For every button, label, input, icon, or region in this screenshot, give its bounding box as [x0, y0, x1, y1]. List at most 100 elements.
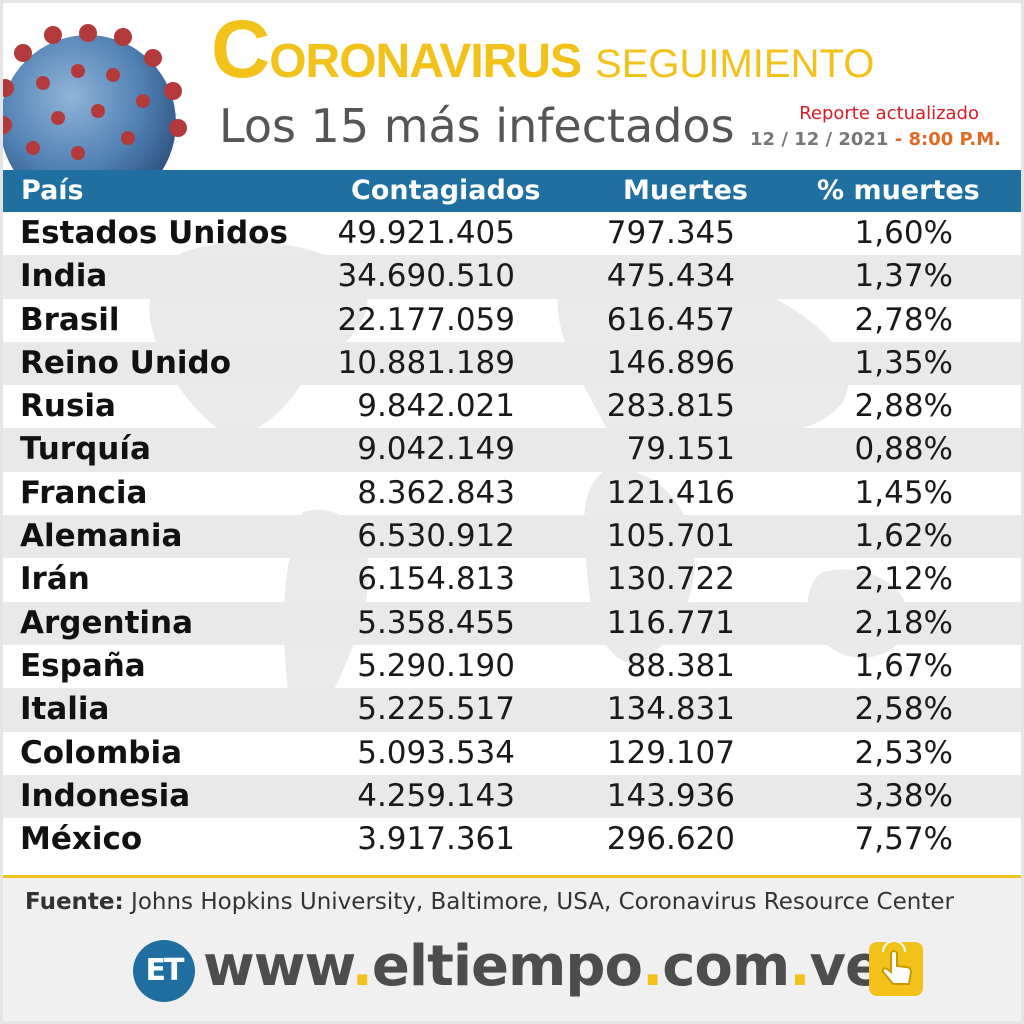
url-dot: .	[789, 934, 810, 999]
footer: Fuente: Johns Hopkins University, Baltim…	[3, 878, 1021, 1021]
table-body: Estados Unidos 49.921.405 797.345 1,60% Indi…	[3, 212, 1021, 861]
report-time: 8:00 P.M.	[908, 129, 1001, 150]
table-row: Colombia 5.093.534 129.107 2,53%	[3, 732, 1021, 775]
cell-death-rate: 2,78%	[854, 301, 953, 338]
report-datetime: 12 / 12 / 2021 - 8:00 P.M.	[750, 129, 1001, 150]
website-banner: ET www.eltiempo.com.ve	[3, 934, 1021, 1021]
cell-infected: 5.358.455	[357, 604, 515, 641]
cell-infected: 5.093.534	[357, 734, 515, 771]
cell-deaths: 129.107	[606, 734, 735, 771]
cell-infected: 6.154.813	[357, 561, 515, 598]
cell-death-rate: 7,57%	[854, 821, 953, 858]
title-secondary: SEGUIMIENTO	[595, 42, 875, 86]
table-row: España 5.290.190 88.381 1,67%	[3, 645, 1021, 688]
report-date: 12 / 12 / 2021	[750, 129, 889, 150]
cell-death-rate: 1,62%	[854, 518, 953, 555]
cell-country: Francia	[20, 474, 148, 511]
cell-country: Reino Unido	[20, 344, 232, 381]
cell-deaths: 146.896	[606, 344, 735, 381]
cell-country: Turquía	[20, 431, 151, 468]
cell-deaths: 130.722	[606, 561, 735, 598]
cell-country: India	[20, 258, 108, 295]
report-label: Reporte actualizado	[799, 103, 979, 124]
cell-infected: 5.225.517	[357, 691, 515, 728]
subtitle: Los 15 más infectados	[219, 99, 735, 153]
cell-deaths: 283.815	[606, 388, 735, 425]
cell-deaths: 121.416	[606, 474, 735, 511]
table-row: Francia 8.362.843 121.416 1,45%	[3, 472, 1021, 515]
cell-infected: 9.042.149	[357, 431, 515, 468]
footer-divider	[3, 875, 1021, 878]
cell-infected: 6.530.912	[357, 518, 515, 555]
column-header-country: País	[21, 175, 84, 206]
cell-death-rate: 2,88%	[854, 388, 953, 425]
cell-deaths: 88.381	[626, 647, 735, 684]
cell-death-rate: 2,58%	[854, 691, 953, 728]
cell-country: Irán	[20, 561, 90, 598]
cell-country: México	[20, 821, 143, 858]
column-header-deaths: Muertes	[623, 175, 749, 206]
cell-deaths: 116.771	[606, 604, 735, 641]
cell-country: España	[20, 647, 146, 684]
table-row: México 3.917.361 296.620 7,57%	[3, 818, 1021, 861]
cell-death-rate: 2,18%	[854, 604, 953, 641]
source-label: Fuente:	[25, 889, 124, 915]
url-part-com: com	[662, 934, 790, 999]
table-row: Turquía 9.042.149 79.151 0,88%	[3, 428, 1021, 472]
cell-country: Estados Unidos	[20, 215, 288, 251]
cell-country: Alemania	[20, 518, 183, 555]
table-row: Indonesia 4.259.143 143.936 3,38%	[3, 774, 1021, 819]
column-header-death-rate: % muertes	[817, 175, 980, 206]
source-note: Fuente: Johns Hopkins University, Baltim…	[25, 889, 954, 915]
coronavirus-icon	[3, 24, 187, 173]
cell-country: Rusia	[20, 388, 116, 425]
cell-death-rate: 1,60%	[854, 215, 953, 251]
table-row: Estados Unidos 49.921.405 797.345 1,60%	[3, 212, 1021, 255]
cell-infected: 3.917.361	[357, 821, 515, 858]
cell-infected: 34.690.510	[337, 258, 516, 295]
cell-deaths: 616.457	[606, 301, 735, 338]
cell-infected: 10.881.189	[337, 344, 516, 381]
cell-deaths: 296.620	[606, 821, 735, 858]
table-row: Irán 6.154.813 130.722 2,12%	[3, 558, 1021, 601]
cell-death-rate: 1,45%	[854, 474, 953, 511]
table-row: India 34.690.510 475.434 1,37%	[3, 255, 1021, 299]
cell-country: Italia	[20, 691, 110, 728]
table-row: Brasil 22.177.059 616.457 2,78%	[3, 299, 1021, 342]
table-row: Italia 5.225.517 134.831 2,58%	[3, 688, 1021, 732]
table-row: Argentina 5.358.455 116.771 2,18%	[3, 601, 1021, 645]
table-row: Rusia 9.842.021 283.815 2,88%	[3, 385, 1021, 428]
cell-death-rate: 2,53%	[854, 734, 953, 771]
cell-country: Argentina	[20, 604, 193, 641]
url-part-www: www	[203, 934, 353, 999]
cell-infected: 5.290.190	[357, 647, 515, 684]
report-separator: -	[894, 129, 903, 150]
cell-deaths: 134.831	[606, 691, 735, 728]
cell-infected: 49.921.405	[337, 215, 516, 251]
cell-deaths: 797.345	[606, 215, 735, 251]
cell-death-rate: 1,67%	[854, 647, 953, 684]
header: CORONAVIRUS SEGUIMIENTO Los 15 más infect…	[3, 3, 1021, 173]
data-table: País Contagiados Muertes % muertes Estad…	[3, 170, 1021, 861]
cell-deaths: 79.151	[626, 431, 735, 468]
cell-country: Indonesia	[20, 777, 191, 814]
cell-infected: 4.259.143	[357, 777, 515, 814]
cell-infected: 9.842.021	[357, 388, 515, 425]
url-dot: .	[351, 934, 373, 999]
el-tiempo-logo: ET	[133, 940, 195, 1002]
cell-deaths: 143.936	[606, 777, 735, 814]
cell-infected: 8.362.843	[357, 474, 515, 511]
table-row: Reino Unido 10.881.189 146.896 1,35%	[3, 341, 1021, 386]
cell-death-rate: 2,12%	[854, 561, 953, 598]
cell-death-rate: 1,37%	[854, 258, 953, 295]
cell-deaths: 105.701	[606, 518, 735, 555]
cell-infected: 22.177.059	[337, 301, 516, 338]
url-part-domain: eltiempo	[371, 934, 643, 999]
title-main-text: ORONAVIRUS	[269, 35, 582, 88]
website-url[interactable]: www.eltiempo.com.ve	[203, 934, 883, 999]
title-initial: C	[211, 4, 270, 95]
cell-deaths: 475.434	[606, 258, 735, 295]
url-dot: .	[641, 934, 663, 999]
column-header-infected: Contagiados	[351, 175, 541, 206]
